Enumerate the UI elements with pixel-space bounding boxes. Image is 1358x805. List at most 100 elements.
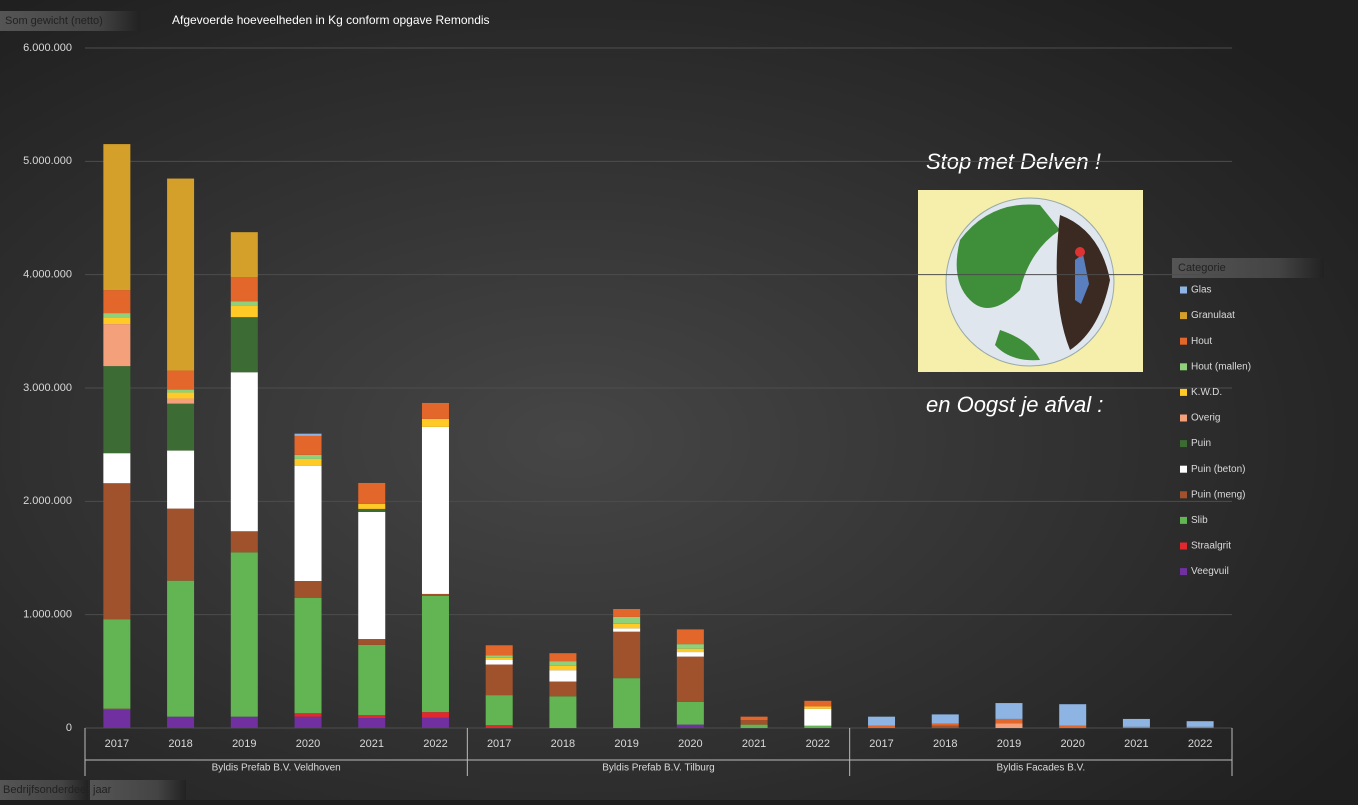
bar-segment (740, 716, 768, 721)
legend-label: Puin (beton) (1191, 464, 1245, 475)
bar-segment (230, 277, 258, 302)
bar-segment (103, 708, 131, 710)
bar-segment (1059, 725, 1087, 728)
y-tick-label: 2.000.000 (23, 495, 72, 507)
bar-segment (421, 712, 449, 718)
bar-segment (549, 696, 577, 728)
bar-segment (931, 714, 959, 724)
legend-swatch (1180, 568, 1187, 576)
x-field[interactable]: Bedrijfsonderdeel (3, 784, 89, 796)
bar-segment (103, 366, 131, 454)
bar-segment (230, 232, 258, 278)
legend-swatch (1180, 337, 1187, 345)
bar-segment (676, 629, 704, 645)
legend-label: Straalgrit (1191, 541, 1231, 552)
chart-title: Afgevoerde hoeveelheden in Kg conform op… (172, 13, 490, 27)
bar-segment (1059, 704, 1087, 726)
bar-segment (1186, 726, 1214, 728)
bar-segment (358, 644, 386, 716)
bar-segment (358, 508, 386, 512)
bar-segment (294, 581, 322, 599)
bar-segment (740, 724, 768, 728)
legend-label: Puin (meng) (1191, 489, 1245, 500)
bar-segment (485, 657, 513, 660)
field-button[interactable] (90, 780, 186, 800)
x-tick-label: 2021 (742, 738, 766, 750)
legend-label: Glas (1191, 285, 1212, 296)
bar-segment (421, 595, 449, 713)
x-field[interactable]: jaar (92, 784, 112, 796)
bar-segment (549, 681, 577, 697)
legend-swatch (1180, 440, 1187, 448)
bar-segment (294, 433, 322, 436)
bar-segment (485, 645, 513, 656)
bar-segment (167, 580, 195, 717)
bar-segment (167, 398, 195, 404)
bar-segment (294, 458, 322, 466)
bar-segment (485, 664, 513, 696)
bar-segment (167, 389, 195, 393)
bar-segment (740, 720, 768, 725)
bar-segment (230, 552, 258, 717)
legend-label: Overig (1191, 413, 1220, 424)
illustration (918, 190, 1143, 372)
bar-segment (995, 723, 1023, 728)
bar-segment (676, 644, 704, 649)
y-tick-label: 1.000.000 (23, 609, 72, 621)
bar-segment (230, 317, 258, 373)
x-tick-label: 2020 (678, 738, 702, 750)
x-tick-label: 2020 (296, 738, 320, 750)
bar-segment (613, 623, 641, 629)
bar-segment (167, 392, 195, 399)
bar-segment (485, 655, 513, 658)
bar-segment (804, 706, 832, 709)
bar-segment (167, 508, 195, 581)
bar-segment (1122, 718, 1150, 727)
legend-label: Slib (1191, 515, 1208, 526)
bar-segment (549, 653, 577, 662)
bar-segment (103, 709, 131, 728)
bar-segment (103, 324, 131, 367)
x-tick-label: 2017 (487, 738, 511, 750)
bar-segment (358, 482, 386, 504)
bar-segment (995, 718, 1023, 724)
bar-segment (294, 465, 322, 582)
bar-segment (931, 725, 959, 728)
bar-segment (676, 652, 704, 657)
bar-segment (995, 703, 1023, 719)
y-tick-label: 5.000.000 (23, 155, 72, 167)
x-tick-label: 2020 (1060, 738, 1084, 750)
legend-swatch (1180, 465, 1187, 473)
bar-segment (549, 670, 577, 682)
bar-segment (358, 639, 386, 645)
bar-segment (613, 628, 641, 632)
bar-segment (103, 483, 131, 620)
y-field[interactable]: Som gewicht (netto) (5, 15, 103, 27)
legend-label: Granulaat (1191, 310, 1235, 321)
bar-segment (230, 305, 258, 318)
bar-segment (1186, 721, 1214, 727)
bar-segment (676, 701, 704, 725)
x-tick-label: 2019 (997, 738, 1021, 750)
bar-segment (230, 301, 258, 306)
annotation: en Oogst je afval : (926, 392, 1103, 417)
bar-segment (421, 402, 449, 419)
bar-segment (421, 593, 449, 596)
bar-segment (804, 725, 832, 728)
bar-segment (613, 678, 641, 728)
field-button[interactable] (0, 780, 88, 800)
bar-segment (613, 631, 641, 679)
legend-swatch (1180, 363, 1187, 371)
bar-segment (421, 717, 449, 728)
bar-segment (868, 716, 896, 726)
legend-title: Categorie (1178, 262, 1226, 274)
bar-segment (167, 716, 195, 728)
bar-segment (358, 718, 386, 728)
y-tick-label: 4.000.000 (23, 269, 72, 281)
bar-segment (676, 724, 704, 728)
bar-segment (103, 317, 131, 325)
x-tick-label: 2018 (933, 738, 957, 750)
bar-segment (421, 418, 449, 427)
field-button[interactable] (0, 11, 140, 31)
